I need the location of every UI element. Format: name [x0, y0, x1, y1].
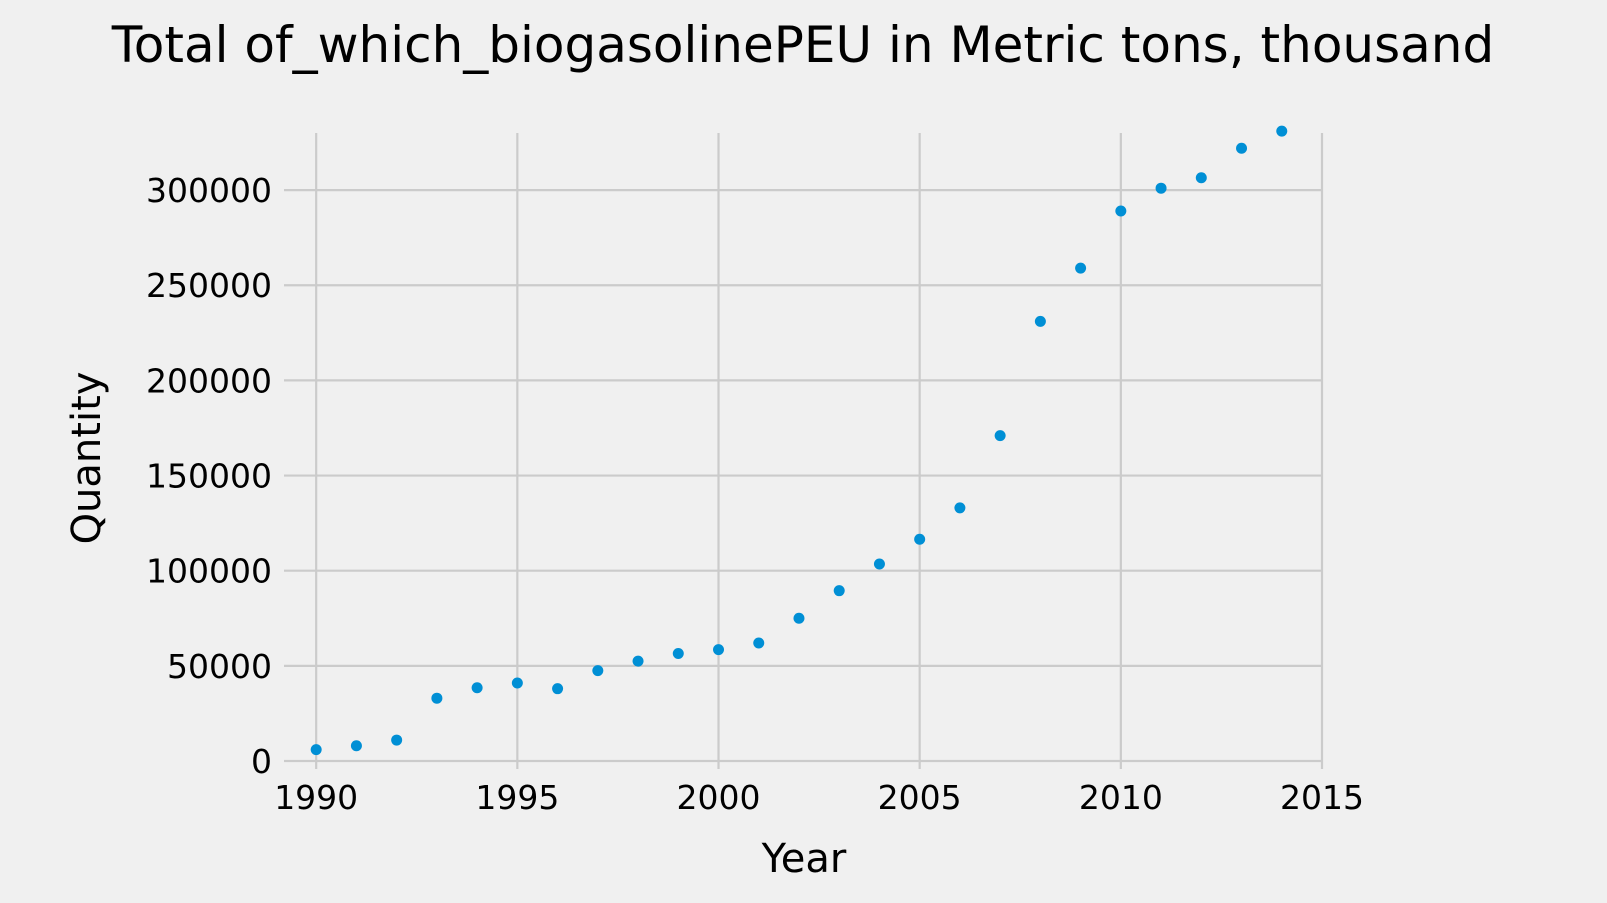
- y-tick-label: 100000: [146, 552, 272, 591]
- data-point: [833, 585, 845, 597]
- data-point: [632, 655, 644, 667]
- data-point: [471, 682, 483, 694]
- y-tick-label: 150000: [146, 457, 272, 496]
- data-point: [1075, 262, 1087, 274]
- data-point: [672, 647, 684, 659]
- x-tick-label: 2005: [878, 778, 962, 817]
- data-point: [753, 637, 765, 649]
- data-point: [310, 744, 322, 756]
- x-tick-label: 1990: [274, 778, 358, 817]
- x-tick-label: 2000: [677, 778, 761, 817]
- y-tick-label: 0: [251, 742, 272, 781]
- scatter-points: [310, 125, 1288, 756]
- data-point: [350, 740, 362, 752]
- data-point: [793, 612, 805, 624]
- x-tick-label: 2010: [1079, 778, 1163, 817]
- data-point: [1195, 172, 1207, 184]
- x-tick-label: 1995: [475, 778, 559, 817]
- data-point: [511, 677, 523, 689]
- x-tick-label: 2015: [1280, 778, 1364, 817]
- data-point: [873, 558, 885, 570]
- data-point: [431, 692, 443, 704]
- grid: [284, 133, 1324, 769]
- data-point: [391, 734, 403, 746]
- data-point: [914, 533, 926, 545]
- data-point: [552, 683, 564, 695]
- data-point: [1115, 205, 1127, 217]
- data-point: [954, 502, 966, 514]
- data-point: [1236, 142, 1248, 154]
- y-tick-label: 300000: [146, 171, 272, 210]
- y-tick-label: 50000: [167, 647, 272, 686]
- data-point: [1276, 125, 1288, 137]
- data-point: [592, 665, 604, 677]
- data-point: [1155, 182, 1167, 194]
- data-point: [713, 644, 725, 656]
- data-point: [994, 430, 1006, 442]
- chart-title: Total of_which_biogasolinePEU in Metric …: [111, 16, 1494, 74]
- y-axis-label: Quantity: [64, 372, 110, 545]
- y-tick-label: 250000: [146, 266, 272, 305]
- x-axis-label: Year: [761, 836, 847, 882]
- y-tick-labels: 0 50000 100000 150000 200000 250000 300000: [146, 171, 272, 781]
- data-point: [1034, 315, 1046, 327]
- y-tick-label: 200000: [146, 361, 272, 400]
- x-tick-labels: 1990 1995 2000 2005 2010 2015: [274, 778, 1364, 817]
